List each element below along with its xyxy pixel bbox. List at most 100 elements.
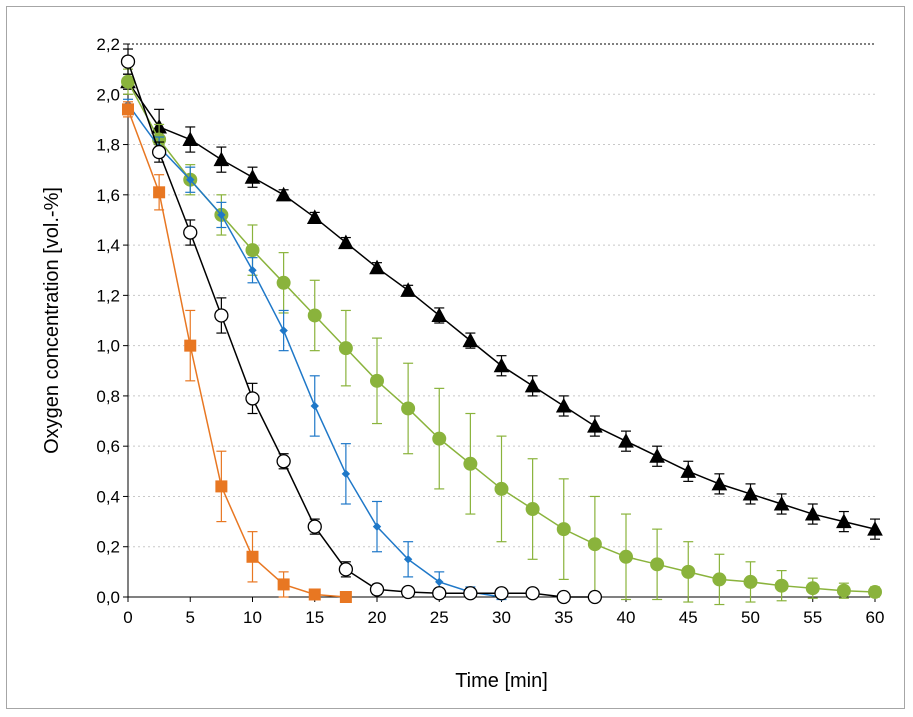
data-point — [712, 572, 727, 587]
y-tick-label: 0,8 — [96, 387, 120, 406]
data-point — [742, 485, 759, 501]
data-point — [773, 495, 790, 511]
series-4-open-circle — [120, 48, 603, 605]
data-point — [215, 480, 228, 493]
data-point — [868, 584, 882, 599]
data-point — [525, 502, 540, 517]
series-1-triangle — [120, 73, 883, 540]
data-point — [307, 308, 322, 323]
data-point — [213, 151, 230, 167]
data-point — [619, 549, 633, 564]
data-point — [587, 418, 603, 433]
data-point — [403, 555, 413, 564]
y-tick-label: 0,4 — [96, 487, 120, 506]
y-tick-label: 0,0 — [96, 588, 120, 607]
x-tick-label: 40 — [617, 608, 636, 627]
data-point — [867, 521, 883, 536]
data-point — [183, 225, 198, 240]
data-point — [276, 275, 291, 290]
data-point — [120, 54, 136, 69]
y-tick-label: 1,6 — [96, 186, 120, 205]
data-point — [836, 583, 851, 598]
data-point — [463, 586, 478, 601]
y-tick-label: 1,4 — [96, 236, 120, 255]
data-point — [369, 259, 385, 275]
data-point — [774, 578, 789, 593]
data-point — [650, 557, 665, 572]
series-line — [127, 61, 595, 598]
x-axis-title: Time [min] — [455, 670, 548, 692]
data-point — [338, 562, 354, 577]
data-point — [369, 582, 385, 597]
data-point — [555, 397, 572, 413]
x-tick-label: 5 — [186, 608, 195, 627]
series-2-circle — [121, 68, 882, 606]
data-point — [649, 448, 665, 463]
data-point — [435, 577, 444, 587]
data-point — [432, 586, 447, 601]
y-axis-ticks: 0,0 0,2 0,4 0,6 0,8 1,0 1,2 1,4 1,6 1,8 2,0 2,2 — [96, 35, 128, 607]
data-point — [804, 505, 821, 521]
data-point — [494, 586, 509, 601]
data-point — [743, 574, 758, 589]
y-tick-label: 2,0 — [96, 85, 120, 104]
data-point — [184, 339, 197, 352]
data-point — [151, 144, 167, 160]
y-tick-label: 0,2 — [96, 538, 120, 557]
data-point — [308, 588, 321, 601]
data-point — [836, 513, 852, 529]
data-point — [587, 589, 603, 605]
y-tick-label: 1,8 — [96, 136, 120, 155]
data-point — [341, 469, 351, 479]
data-point — [122, 103, 134, 116]
data-point — [525, 586, 540, 601]
data-point — [276, 454, 291, 469]
data-point — [432, 431, 447, 446]
data-point — [279, 326, 288, 335]
data-point — [524, 377, 541, 393]
x-axis-ticks: 0 5 10 15 20 25 30 35 40 45 50 55 60 — [123, 597, 884, 627]
data-point — [186, 175, 195, 184]
x-tick-label: 15 — [305, 608, 324, 627]
data-point — [680, 463, 697, 478]
data-point — [217, 210, 226, 220]
data-point — [121, 74, 135, 89]
data-point — [338, 341, 353, 356]
series-5-square — [122, 101, 352, 603]
y-tick-label: 2,2 — [96, 35, 120, 54]
data-point — [463, 456, 478, 471]
data-point — [681, 564, 696, 579]
data-point — [244, 169, 261, 184]
x-tick-label: 20 — [368, 608, 387, 627]
data-point — [556, 522, 571, 537]
data-point — [587, 537, 602, 552]
x-tick-label: 35 — [554, 608, 573, 627]
data-point — [339, 591, 352, 603]
x-tick-label: 45 — [679, 608, 698, 627]
data-point — [182, 131, 199, 147]
x-tick-label: 0 — [123, 608, 132, 627]
data-point — [306, 209, 323, 224]
x-tick-label: 60 — [866, 608, 885, 627]
data-point — [307, 519, 322, 534]
data-point — [338, 234, 354, 250]
data-point — [370, 373, 384, 388]
data-point — [618, 433, 634, 448]
data-point — [372, 522, 382, 531]
data-point — [400, 584, 416, 600]
series — [120, 48, 883, 606]
x-tick-label: 55 — [803, 608, 822, 627]
data-point — [556, 589, 571, 605]
x-tick-label: 10 — [243, 608, 262, 627]
y-tick-label: 0,6 — [96, 437, 120, 456]
y-tick-label: 1,0 — [96, 337, 120, 356]
x-tick-label: 25 — [430, 608, 449, 627]
data-point — [248, 266, 257, 275]
data-point — [214, 308, 229, 323]
data-point — [431, 307, 448, 322]
data-point — [494, 481, 509, 496]
data-point — [153, 186, 166, 199]
data-point — [711, 475, 728, 491]
data-point — [805, 581, 820, 596]
